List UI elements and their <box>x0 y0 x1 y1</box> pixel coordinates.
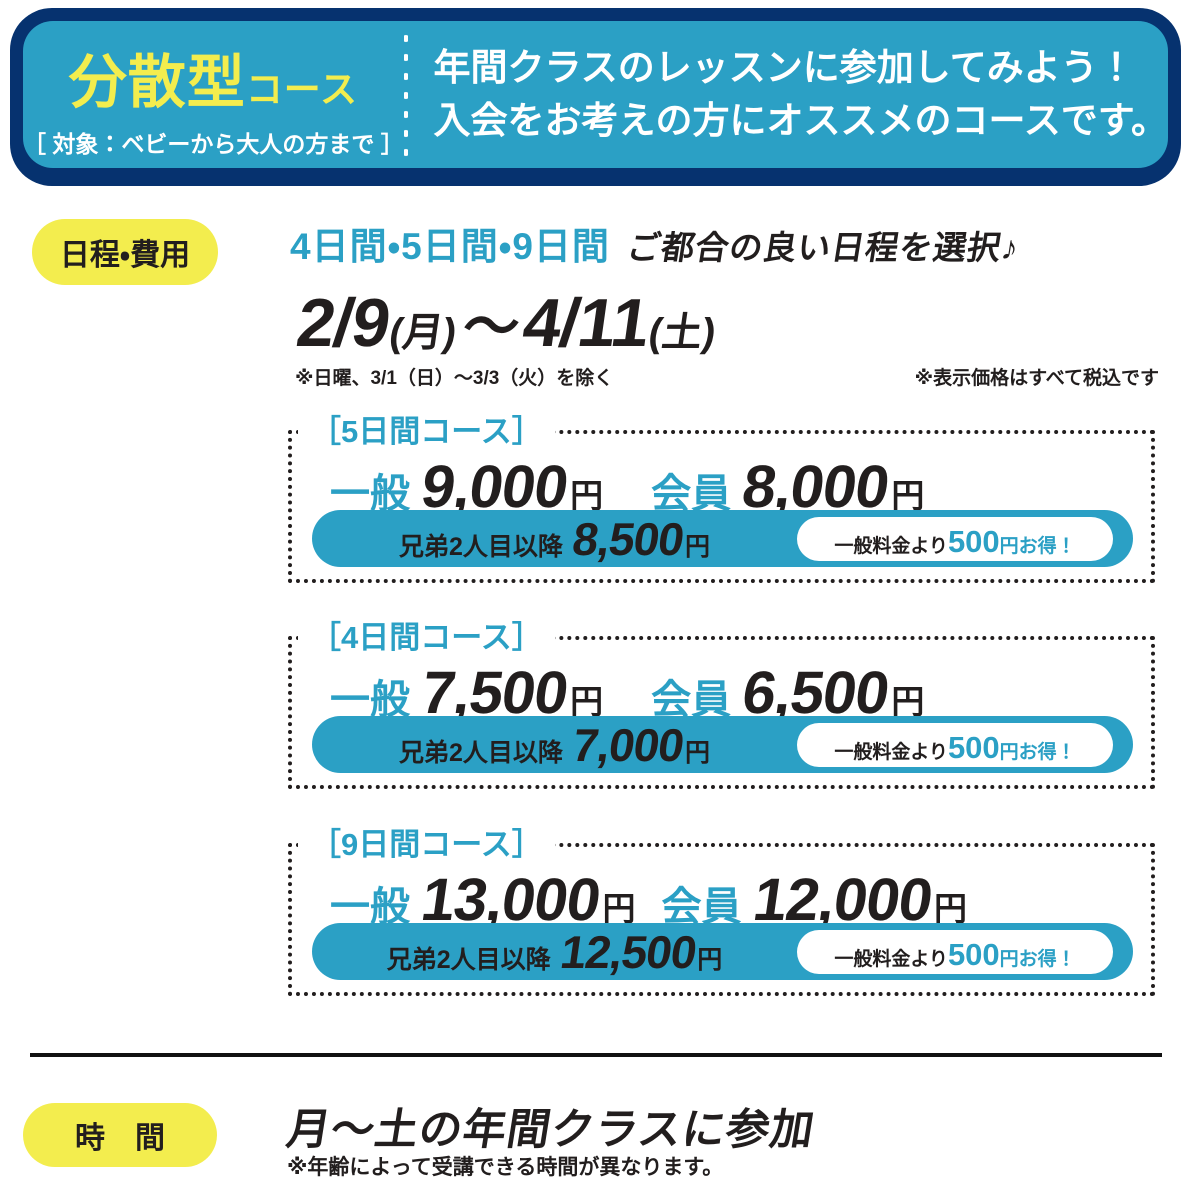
yen-label: 円 <box>934 890 968 927</box>
course-label: ［5日間コース］ <box>298 413 555 451</box>
sibling-price: 7,000 <box>569 718 687 771</box>
sibling-price-bar: 兄弟2人目以降 7,000 円 一般料金より 500 円お得！ <box>312 716 1133 773</box>
general-label: 一般 <box>330 472 410 516</box>
sibling-price: 12,500 <box>556 925 699 978</box>
general-label: 一般 <box>330 678 410 722</box>
date-start: 2/9 <box>292 285 395 361</box>
date-tilde: ～ <box>458 295 524 358</box>
course-tagline: 年間クラスのレッスンに参加してみよう！ 入会をお考えの方にオススメのコースです。 <box>408 42 1168 147</box>
date-end: 4/11 <box>518 285 654 361</box>
course-box-4days: ［4日間コース］ 一般 7,500 円 会員 6,500 円 兄弟2人目以降 7… <box>288 619 1155 789</box>
course-title: 分散型 コース <box>69 35 358 119</box>
time-section-pill: 時 間 <box>23 1103 217 1167</box>
exclusion-note: ※日曜、3/1（日）～3/3（火）を除く <box>295 368 614 389</box>
discount-suffix: 円お得！ <box>999 741 1076 763</box>
yen-label: 円 <box>570 683 604 720</box>
sibling-label: 兄弟2人目以降 <box>398 738 563 767</box>
days-options: 4日間・5日間・9日間 <box>290 226 610 267</box>
choose-note: ご都合の良い日程を選択♪ <box>624 229 1022 266</box>
yen-label: 円 <box>685 532 711 561</box>
discount-amount: 500 <box>947 936 1000 972</box>
discount-suffix: 円お得！ <box>999 535 1076 557</box>
yen-label: 円 <box>570 477 604 514</box>
tax-note: ※表示価格はすべて税込です <box>914 368 1159 389</box>
discount-prefix: 一般料金より <box>834 948 948 970</box>
dotted-separator <box>403 28 408 161</box>
price-row: 一般 9,000 円 会員 8,000 円 <box>330 452 924 521</box>
yen-label: 円 <box>602 890 636 927</box>
yen-label: 円 <box>891 683 925 720</box>
sibling-price-bar: 兄弟2人目以降 8,500 円 一般料金より 500 円お得！ <box>312 510 1133 567</box>
member-label: 会員 <box>661 885 742 929</box>
sibling-price-main: 兄弟2人目以降 7,000 円 <box>312 718 797 772</box>
course-label: ［9日間コース］ <box>298 826 555 864</box>
general-label: 一般 <box>330 885 410 929</box>
sibling-price-main: 兄弟2人目以降 12,500 円 <box>312 925 797 979</box>
member-label: 会員 <box>651 472 732 516</box>
course-box-5days: ［5日間コース］ 一般 9,000 円 会員 8,000 円 兄弟2人目以降 8… <box>288 413 1155 583</box>
yen-label: 円 <box>891 477 925 514</box>
tagline-line2: 入会をお考えの方にオススメのコースです。 <box>433 99 1168 141</box>
discount-amount: 500 <box>947 729 1000 765</box>
sibling-price-main: 兄弟2人目以降 8,500 円 <box>312 512 797 566</box>
course-banner: 分散型 コース ［ 対象：ベビーから大人の方まで ］ 年間クラスのレッスンに参加… <box>10 8 1181 186</box>
time-section-label: 時 間 <box>75 1122 165 1155</box>
sibling-price-bar: 兄弟2人目以降 12,500 円 一般料金より 500 円お得！ <box>312 923 1133 980</box>
date-range: 2/9 (月) ～ 4/11 (土) <box>292 282 725 363</box>
time-note: ※年齢によって受講できる時間が異なります。 <box>287 1156 724 1179</box>
discount-badge: 一般料金より 500 円お得！ <box>797 722 1113 767</box>
yen-label: 円 <box>685 738 711 767</box>
discount-suffix: 円お得！ <box>999 948 1076 970</box>
date-start-day: (月) <box>386 311 460 355</box>
yen-label: 円 <box>697 945 723 974</box>
sibling-label: 兄弟2人目以降 <box>386 945 551 974</box>
days-line: 4日間・5日間・9日間 ご都合の良い日程を選択♪ <box>290 216 1022 270</box>
sibling-price: 8,500 <box>569 512 687 565</box>
discount-amount: 500 <box>947 523 1000 559</box>
discount-badge: 一般料金より 500 円お得！ <box>797 929 1113 974</box>
price-row: 一般 7,500 円 会員 6,500 円 <box>330 658 924 727</box>
discount-prefix: 一般料金より <box>834 535 948 557</box>
discount-prefix: 一般料金より <box>834 741 948 763</box>
member-label: 会員 <box>651 678 732 722</box>
tagline-line1: 年間クラスのレッスンに参加してみよう！ <box>433 46 1135 88</box>
schedule-section-label: 日程・費用 <box>59 239 191 272</box>
course-title-main: 分散型 <box>68 49 246 115</box>
section-divider <box>30 1053 1162 1057</box>
schedule-section-pill: 日程・費用 <box>32 219 218 285</box>
course-box-9days: ［9日間コース］ 一般 13,000 円 会員 12,000 円 兄弟2人目以降… <box>288 826 1155 996</box>
time-heading: 月～土の年間クラスに参加 <box>283 1106 819 1154</box>
date-end-day: (土) <box>645 311 719 355</box>
course-target-note: ［ 対象：ベビーから大人の方まで ］ <box>23 130 404 157</box>
sibling-label: 兄弟2人目以降 <box>398 532 563 561</box>
course-banner-inner: 分散型 コース ［ 対象：ベビーから大人の方まで ］ 年間クラスのレッスンに参加… <box>23 21 1168 168</box>
course-banner-left: 分散型 コース ［ 対象：ベビーから大人の方まで ］ <box>23 31 404 159</box>
course-title-suffix: コース <box>245 68 358 110</box>
course-label: ［4日間コース］ <box>298 619 555 657</box>
discount-badge: 一般料金より 500 円お得！ <box>797 516 1113 561</box>
price-row: 一般 13,000 円 会員 12,000 円 <box>330 865 967 934</box>
